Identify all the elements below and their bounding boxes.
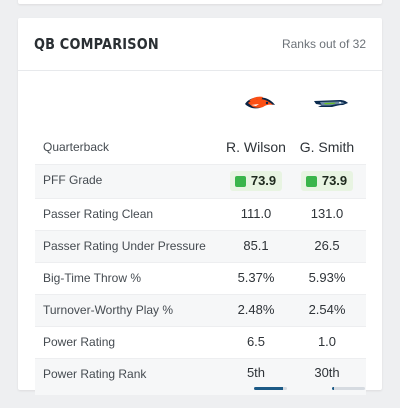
- smith-value: 2.54%: [308, 302, 346, 317]
- smith-grade: 73.9: [292, 165, 362, 198]
- wilson-value: 6.5: [246, 334, 266, 349]
- grade-badge: 73.9: [300, 171, 354, 191]
- smith-value: 131.0: [310, 206, 344, 221]
- rank-bar-fill: [332, 387, 334, 390]
- wilson-value: 111.0: [240, 206, 272, 221]
- previous-card-edge: [18, 0, 382, 4]
- card-header: QB COMPARISON Ranks out of 32: [18, 18, 382, 71]
- row-label: Power Rating Rank: [43, 367, 147, 381]
- wilson-value: 2.48%: [237, 302, 275, 317]
- team-logos: [35, 92, 366, 132]
- broncos-logo-icon: [245, 96, 275, 109]
- comparison-table: Quarterback R. Wilson G. Smith PFF Grade…: [35, 92, 366, 395]
- row-label: Turnover-Worthy Play %: [43, 303, 174, 317]
- ranks-note: Ranks out of 32: [281, 37, 366, 51]
- seahawks-logo-icon: [314, 100, 348, 107]
- wilson-rank: 5th: [246, 365, 266, 380]
- table-row: Quarterback R. Wilson G. Smith: [35, 132, 366, 165]
- table-row: Passer Rating Clean 111.0 131.0: [35, 199, 366, 231]
- row-label: PFF Grade: [43, 173, 103, 187]
- table-row: Big-Time Throw % 5.37% 5.93%: [35, 263, 366, 295]
- grade-square-icon: [305, 175, 317, 187]
- rank-bar-fill: [254, 387, 283, 390]
- grade-value: 73.9: [321, 173, 348, 188]
- grade-badge: 73.9: [229, 171, 283, 191]
- qb-comparison-card: QB COMPARISON Ranks out of 32 Quarterbac…: [18, 18, 382, 395]
- row-label: Passer Rating Clean: [43, 207, 154, 221]
- smith-rank: 30th: [314, 365, 340, 380]
- row-label: Passer Rating Under Pressure: [43, 239, 206, 253]
- row-label: Big-Time Throw %: [43, 271, 142, 285]
- table-row: Turnover-Worthy Play % 2.48% 2.54%: [35, 295, 366, 327]
- grade-square-icon: [234, 175, 246, 187]
- wilson-value: 5.37%: [237, 270, 275, 285]
- wilson-value: 85.1: [243, 238, 269, 253]
- smith-value: 26.5: [314, 238, 340, 253]
- smith-name: G. Smith: [299, 139, 355, 155]
- card-title: QB COMPARISON: [34, 35, 159, 53]
- row-label: Power Rating: [43, 335, 116, 349]
- smith-value: 1.0: [317, 334, 337, 349]
- table-row: Passer Rating Under Pressure 85.1 26.5: [35, 231, 366, 263]
- grade-value: 73.9: [250, 173, 277, 188]
- wilson-name: R. Wilson: [226, 139, 286, 155]
- table-row: PFF Grade 73.9 73.9: [35, 165, 366, 199]
- smith-rank-bar: [332, 387, 365, 390]
- wilson-rank-bar: [254, 387, 287, 390]
- table-row: Power Rating 6.5 1.0: [35, 327, 366, 359]
- row-label: Quarterback: [43, 140, 110, 154]
- table-row: Power Rating Rank 5th 30th: [35, 359, 366, 395]
- smith-value: 5.93%: [308, 270, 346, 285]
- wilson-grade: 73.9: [221, 165, 291, 198]
